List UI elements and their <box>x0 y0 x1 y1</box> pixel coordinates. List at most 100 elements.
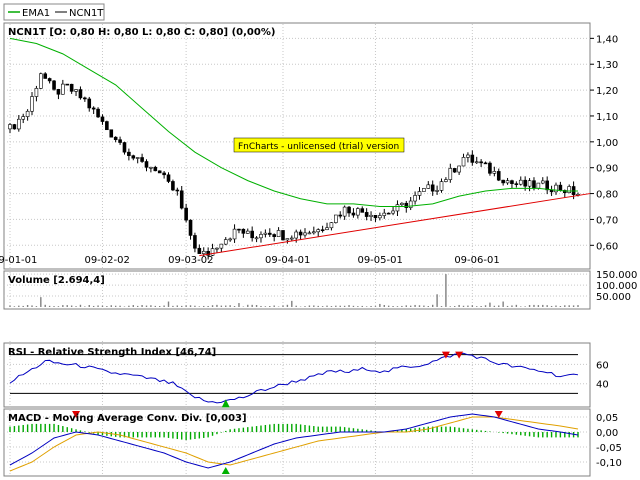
candle-body <box>96 108 100 118</box>
price-xtick-label: 09-01-01 <box>0 255 37 266</box>
candle-body <box>404 202 409 208</box>
legend-label-ema: EMA1 <box>22 8 50 19</box>
candle-body <box>417 191 422 196</box>
candle-body <box>488 162 492 174</box>
candle-body <box>140 157 144 162</box>
candle-body <box>554 184 558 193</box>
candle-body <box>65 83 70 86</box>
candle-body <box>259 234 263 239</box>
candle-body <box>12 124 17 130</box>
macd-ytick-label: 0,00 <box>596 428 618 439</box>
candle-body <box>342 206 347 217</box>
candle-body <box>439 181 444 191</box>
candle-body <box>303 232 307 236</box>
candle-body <box>43 73 48 79</box>
candle-body <box>382 212 387 216</box>
candle-body <box>448 168 453 180</box>
candle-body <box>452 168 457 173</box>
price-xtick-label: 09-04-01 <box>265 255 310 266</box>
volume-ytick-label: 150.000 <box>596 270 637 281</box>
grid-layer: 1,40 1,30 1,20 1,10 1,00 0,90 0,80 0,70 0,60 09-0… <box>0 24 637 476</box>
candle-body <box>532 180 536 189</box>
price-ytick-label: 1,30 <box>596 60 618 71</box>
candle-body <box>514 183 519 185</box>
candle-body <box>307 232 312 235</box>
candle-body <box>518 179 523 185</box>
legend: EMA1 NCN1T <box>3 3 105 21</box>
candle-body <box>430 184 435 192</box>
candle-body <box>338 214 343 217</box>
candle-body <box>228 238 232 241</box>
candle-body <box>25 110 30 117</box>
candle-body <box>215 247 219 250</box>
candle-body <box>267 232 272 235</box>
candle-body <box>492 171 497 174</box>
plot-layer <box>8 37 591 474</box>
candle-body <box>78 89 83 99</box>
candle-body <box>153 166 158 172</box>
candle-body <box>567 186 571 193</box>
candle-body <box>562 190 567 193</box>
rsi-buy-marker <box>221 399 230 408</box>
candle-body <box>426 184 431 189</box>
rsi-sell-marker <box>441 351 450 359</box>
candle-body <box>105 121 109 131</box>
candle-body <box>232 228 237 240</box>
candle-body <box>470 154 475 163</box>
candle-body <box>241 228 246 234</box>
candle-body <box>135 157 140 159</box>
rsi-sell-marker <box>455 351 464 359</box>
candle-body <box>201 250 206 254</box>
volume-panel-title: Volume [2.694,4] <box>8 275 105 286</box>
candle-body <box>474 161 479 164</box>
candle-body <box>91 107 96 110</box>
candle-body <box>395 204 400 212</box>
candle-body <box>166 174 171 182</box>
macd-ytick-label: -0,10 <box>596 458 622 469</box>
candle-body <box>320 229 325 232</box>
candle-body <box>162 172 166 176</box>
candle-body <box>30 96 34 112</box>
candle-body <box>74 89 78 92</box>
candle-body <box>316 229 321 233</box>
candle-body <box>545 180 549 191</box>
candle-body <box>17 118 21 130</box>
candle-body <box>540 180 545 184</box>
candle-body <box>378 215 382 219</box>
candle-body <box>175 189 180 192</box>
candle-body <box>294 231 299 239</box>
candle-body <box>52 80 56 90</box>
rsi-panel-title: RSI - Relative Strength Index [46,74] <box>8 347 216 358</box>
macd-sell-marker <box>494 411 503 418</box>
candle-body <box>272 234 276 237</box>
candle-body <box>263 232 268 235</box>
candle-body <box>100 116 105 122</box>
candle-body <box>83 97 87 100</box>
price-xtick-label: 09-02-02 <box>84 255 129 266</box>
candle-body <box>505 180 510 184</box>
candle-body <box>496 171 501 181</box>
macd-sell-marker <box>72 411 81 418</box>
candle-body <box>87 98 92 109</box>
candle-body <box>536 182 541 189</box>
candle-body <box>144 161 149 168</box>
price-xtick-label: 09-03-02 <box>168 255 213 266</box>
price-xtick-label: 09-06-01 <box>454 255 499 266</box>
candle-body <box>444 179 448 182</box>
trend-line <box>199 193 591 257</box>
macd-line <box>9 413 579 469</box>
price-ytick-label: 0,60 <box>596 241 618 252</box>
candle-body <box>466 154 470 158</box>
candle-body <box>281 230 285 241</box>
candle-body <box>254 237 259 240</box>
candle-body <box>325 227 329 231</box>
candle-body <box>193 235 197 249</box>
candle-body <box>206 250 210 256</box>
candle-body <box>39 73 43 89</box>
candle-body <box>400 202 404 205</box>
rsi-ytick-label: 60 <box>596 360 609 371</box>
candle-body <box>149 166 153 169</box>
candle-body <box>188 219 193 236</box>
candle-body <box>21 116 26 120</box>
candle-body <box>435 190 439 192</box>
